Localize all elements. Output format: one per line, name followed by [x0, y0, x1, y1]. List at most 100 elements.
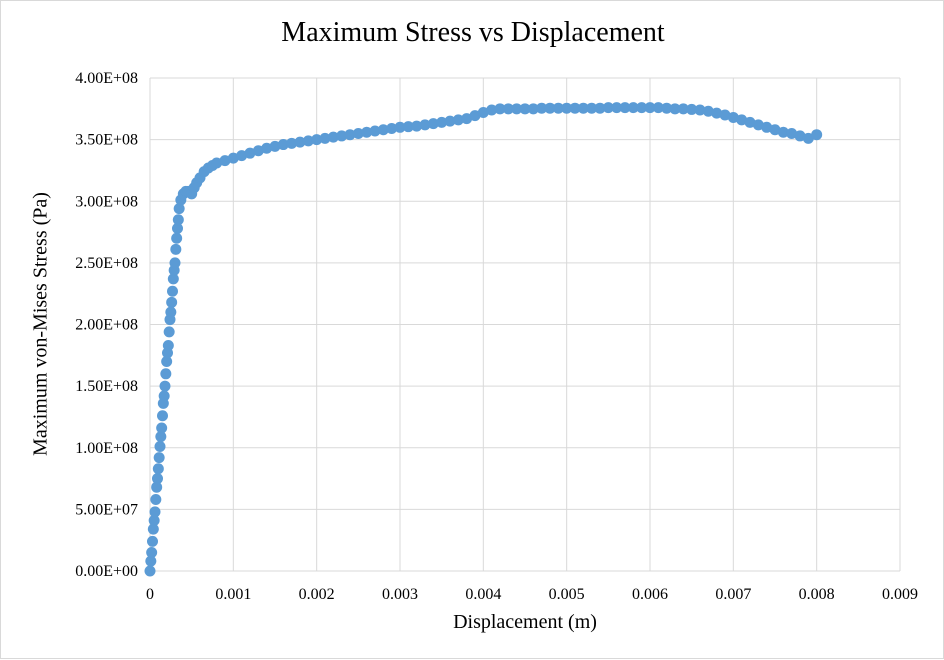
data-point — [156, 422, 168, 434]
y-tick-label: 0.00E+00 — [75, 563, 138, 580]
data-point — [661, 102, 673, 114]
data-point — [469, 110, 481, 122]
data-point — [311, 134, 323, 146]
data-point — [652, 102, 664, 114]
data-point — [536, 102, 548, 114]
data-point — [162, 339, 174, 351]
data-point — [394, 121, 406, 133]
data-point — [677, 103, 689, 115]
data-point — [736, 114, 748, 126]
chart-title: Maximum Stress vs Displacement — [281, 17, 665, 48]
data-point — [494, 103, 506, 115]
data-point — [686, 103, 698, 115]
data-point — [811, 129, 823, 141]
data-point — [744, 116, 756, 128]
data-point — [786, 127, 798, 139]
data-point — [444, 115, 456, 127]
data-point — [427, 118, 439, 130]
data-point — [344, 129, 356, 141]
data-point — [711, 107, 723, 119]
data-point — [152, 473, 163, 485]
x-tick-label: 0.009 — [882, 586, 918, 603]
data-point — [611, 102, 623, 114]
x-tick-label: 0.007 — [715, 586, 751, 603]
data-point — [155, 431, 167, 443]
data-point — [477, 107, 489, 119]
data-point — [163, 326, 175, 338]
y-tick-label: 1.50E+08 — [75, 378, 138, 395]
data-point — [172, 214, 184, 226]
data-point — [669, 103, 681, 115]
data-point — [561, 102, 573, 114]
data-point — [627, 102, 639, 114]
data-point — [145, 555, 157, 567]
x-tick-label: 0.003 — [382, 586, 418, 603]
data-point — [794, 130, 806, 142]
data-point — [149, 506, 161, 518]
y-axis-title: Maximum von-Mises Stress (Pa) — [29, 192, 52, 456]
data-point — [165, 306, 177, 318]
data-point — [153, 452, 165, 464]
y-tick-label: 3.00E+08 — [75, 193, 138, 210]
data-point — [527, 103, 539, 115]
data-point — [211, 157, 223, 169]
data-point — [160, 368, 172, 380]
data-point — [402, 121, 414, 133]
x-tick-label: 0.005 — [549, 586, 585, 603]
y-tick-label: 2.50E+08 — [75, 255, 138, 272]
data-point — [461, 113, 473, 125]
data-point — [166, 296, 178, 308]
data-point — [236, 150, 248, 162]
data-point — [602, 102, 614, 114]
y-tick-label: 2.00E+08 — [75, 317, 138, 334]
data-point — [171, 232, 183, 244]
data-point — [144, 565, 156, 577]
data-point — [327, 131, 339, 143]
data-point — [167, 273, 179, 285]
data-point — [519, 103, 531, 115]
data-point — [161, 355, 173, 367]
x-tick-label: 0.006 — [632, 586, 668, 603]
data-point — [419, 119, 431, 131]
x-tick-label: 0.002 — [299, 586, 335, 603]
data-point — [146, 547, 158, 559]
data-point — [769, 124, 781, 136]
data-point — [727, 111, 739, 123]
data-point — [569, 102, 581, 114]
data-point — [361, 126, 373, 138]
data-point — [170, 243, 182, 255]
data-point — [286, 137, 298, 149]
data-point — [586, 102, 598, 114]
data-point — [761, 121, 773, 133]
data-point — [802, 132, 814, 144]
data-point — [352, 127, 364, 139]
data-point — [172, 222, 183, 234]
data-point — [702, 105, 714, 117]
y-tick-label: 1.00E+08 — [75, 440, 138, 457]
data-point — [544, 102, 556, 114]
data-point — [644, 102, 656, 114]
data-point — [173, 203, 185, 215]
data-point — [294, 136, 306, 148]
x-tick-label: 0.004 — [465, 586, 501, 603]
data-point — [594, 102, 606, 114]
data-point — [486, 104, 498, 116]
data-point — [777, 126, 789, 138]
data-point — [152, 463, 164, 475]
data-point — [148, 514, 160, 526]
data-point — [252, 145, 264, 157]
data-point — [319, 132, 331, 144]
data-point — [219, 155, 231, 167]
data-point — [511, 103, 523, 115]
data-point — [169, 257, 181, 269]
data-point — [336, 130, 348, 142]
data-point — [719, 109, 731, 121]
data-point — [619, 102, 631, 114]
data-point — [147, 523, 159, 535]
data-point — [369, 125, 381, 137]
data-point — [502, 103, 514, 115]
data-point — [302, 135, 314, 147]
x-tick-label: 0 — [146, 586, 154, 603]
